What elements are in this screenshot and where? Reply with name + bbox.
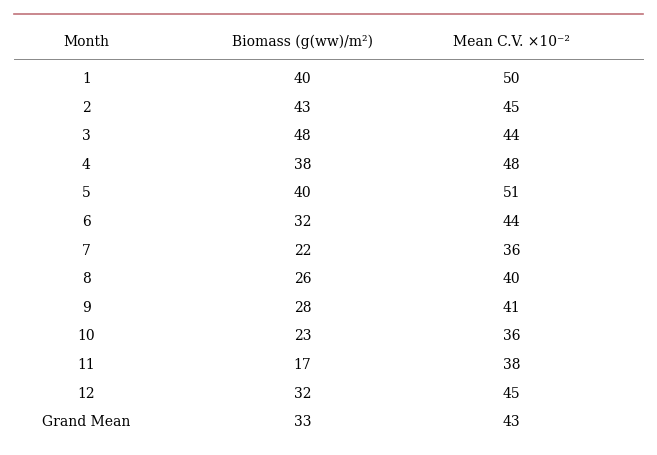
Text: Biomass (g(ww)/m²): Biomass (g(ww)/m²) <box>232 35 373 49</box>
Text: 7: 7 <box>82 243 91 257</box>
Text: 40: 40 <box>294 186 311 200</box>
Text: 43: 43 <box>294 101 311 115</box>
Text: 26: 26 <box>294 272 311 286</box>
Text: 38: 38 <box>503 357 520 371</box>
Text: 45: 45 <box>503 101 520 115</box>
Text: 17: 17 <box>294 357 311 371</box>
Text: 36: 36 <box>503 243 520 257</box>
Text: Grand Mean: Grand Mean <box>42 415 131 428</box>
Text: 44: 44 <box>503 215 520 228</box>
Text: Mean C.V. ×10⁻²: Mean C.V. ×10⁻² <box>453 35 570 49</box>
Text: 36: 36 <box>503 329 520 343</box>
Text: 51: 51 <box>503 186 520 200</box>
Text: 4: 4 <box>82 157 91 172</box>
Text: Month: Month <box>64 35 110 49</box>
Text: 3: 3 <box>82 129 91 143</box>
Text: 44: 44 <box>503 129 520 143</box>
Text: 22: 22 <box>294 243 311 257</box>
Text: 40: 40 <box>294 72 311 86</box>
Text: 41: 41 <box>503 300 520 314</box>
Text: 40: 40 <box>503 272 520 286</box>
Text: 23: 23 <box>294 329 311 343</box>
Text: 33: 33 <box>294 415 311 428</box>
Text: 2: 2 <box>82 101 91 115</box>
Text: 38: 38 <box>294 157 311 172</box>
Text: 48: 48 <box>503 157 520 172</box>
Text: 43: 43 <box>503 415 520 428</box>
Text: 48: 48 <box>294 129 311 143</box>
Text: 10: 10 <box>78 329 95 343</box>
Text: 32: 32 <box>294 386 311 400</box>
Text: 1: 1 <box>82 72 91 86</box>
Text: 6: 6 <box>82 215 91 228</box>
Text: 12: 12 <box>78 386 95 400</box>
Text: 28: 28 <box>294 300 311 314</box>
Text: 45: 45 <box>503 386 520 400</box>
Text: 32: 32 <box>294 215 311 228</box>
Text: 8: 8 <box>82 272 91 286</box>
Text: 11: 11 <box>78 357 95 371</box>
Text: 9: 9 <box>82 300 91 314</box>
Text: 50: 50 <box>503 72 520 86</box>
Text: 5: 5 <box>82 186 91 200</box>
